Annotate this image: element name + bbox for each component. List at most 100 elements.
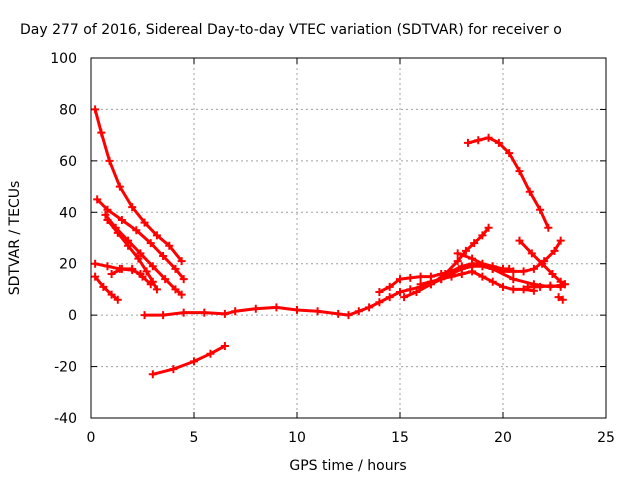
data-point	[152, 285, 161, 294]
data-point	[103, 262, 112, 271]
x-tick-label: 5	[190, 430, 199, 446]
data-point	[494, 138, 503, 147]
data-point	[478, 231, 487, 240]
data-series-17	[554, 293, 567, 304]
series-line	[95, 197, 186, 281]
data-point	[385, 293, 394, 302]
data-point	[550, 246, 559, 255]
data-point	[177, 257, 186, 266]
data-point	[169, 365, 178, 374]
data-point	[463, 138, 472, 147]
data-point	[505, 264, 514, 273]
data-point	[499, 282, 507, 291]
y-tick-label: 40	[59, 205, 77, 221]
data-point	[375, 298, 384, 307]
data-point	[509, 285, 518, 294]
data-point	[220, 342, 229, 350]
data-point	[171, 264, 180, 273]
data-point	[93, 195, 102, 204]
chart-title: Day 277 of 2016, Sidereal Day-to-day VTE…	[20, 22, 562, 38]
data-point	[488, 277, 497, 286]
y-tick-label: -20	[54, 360, 77, 376]
data-point	[103, 216, 112, 224]
data-point	[132, 226, 141, 235]
y-tick-label: -40	[54, 411, 77, 427]
y-tick-label: 60	[59, 154, 77, 170]
data-point	[152, 231, 161, 240]
data-point	[113, 295, 122, 304]
data-point	[344, 311, 353, 320]
data-point	[400, 293, 409, 302]
series-line	[466, 136, 550, 230]
data-point	[519, 285, 528, 294]
data-point	[165, 241, 174, 250]
data-point	[171, 285, 180, 294]
data-point	[548, 270, 557, 278]
x-axis-label: GPS time / hours	[289, 458, 406, 474]
series-line	[106, 218, 159, 291]
data-point	[251, 304, 260, 313]
plot-frame	[90, 57, 607, 419]
data-point	[134, 254, 143, 263]
data-point	[447, 272, 456, 281]
data-point	[190, 357, 198, 366]
data-point	[142, 267, 151, 276]
data-point	[558, 295, 567, 304]
y-tick-label: 20	[59, 257, 77, 273]
data-point	[354, 307, 363, 316]
data-point	[515, 236, 524, 245]
data-point	[509, 267, 518, 276]
data-point	[544, 223, 553, 232]
data-point	[220, 309, 229, 318]
data-point	[416, 280, 425, 289]
data-point	[560, 280, 569, 289]
data-point	[556, 277, 565, 286]
data-point	[375, 288, 384, 296]
data-point	[505, 149, 514, 158]
data-point	[536, 205, 545, 214]
y-axis-label: SDTVAR / TECUs	[7, 181, 23, 296]
data-point	[484, 223, 493, 232]
data-point	[426, 277, 435, 286]
data-series-1	[91, 105, 186, 266]
data-series-2	[93, 195, 188, 284]
data-series-9	[148, 342, 229, 379]
data-point	[148, 370, 157, 379]
data-series-4	[103, 216, 161, 294]
data-series-6	[91, 272, 122, 304]
data-point	[536, 282, 545, 291]
data-point	[115, 182, 124, 191]
data-point	[385, 282, 394, 291]
data-point	[138, 272, 147, 281]
data-point	[105, 156, 114, 165]
data-point	[91, 272, 100, 281]
data-point	[146, 280, 155, 289]
data-point	[457, 270, 466, 278]
data-series-12	[416, 267, 538, 295]
data-point	[529, 264, 538, 273]
data-point	[128, 203, 137, 212]
data-point	[140, 218, 149, 227]
series-line	[151, 344, 227, 376]
data-point	[99, 282, 108, 291]
data-series-14	[523, 281, 565, 291]
data-point	[412, 288, 421, 296]
data-point	[468, 267, 477, 276]
data-point	[538, 259, 547, 268]
data-point	[453, 249, 462, 258]
data-series-5	[91, 259, 145, 278]
data-point	[519, 267, 528, 276]
x-tick-label: 15	[391, 430, 409, 446]
data-point	[416, 272, 425, 281]
data-point	[525, 187, 534, 196]
data-point	[406, 273, 415, 282]
data-point	[124, 241, 133, 250]
data-point	[91, 259, 100, 268]
data-point	[117, 216, 126, 224]
data-point	[103, 205, 112, 214]
x-tick-label: 25	[597, 430, 615, 446]
data-point	[206, 349, 215, 358]
data-point	[484, 133, 493, 142]
data-series	[91, 105, 569, 379]
